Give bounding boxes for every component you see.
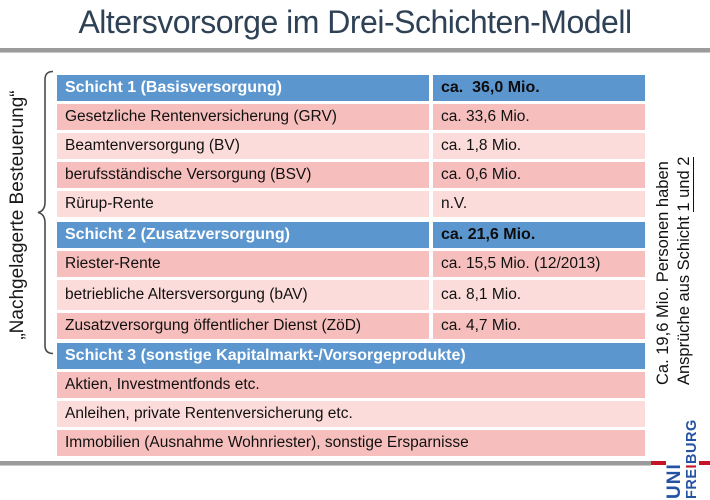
row-value: ca. 8,1 Mio. (433, 280, 645, 310)
row-value: ca. 15,5 Mio. (12/2013) (433, 251, 645, 277)
row-label: Immobilien (Ausnahme Wohnriester), sonst… (57, 430, 645, 456)
row-value: ca. 33,6 Mio. (433, 104, 645, 130)
table-row: Immobilien (Ausnahme Wohnriester), sonst… (57, 430, 645, 456)
row-label: Zusatzversorgung öffentlicher Dienst (Zö… (57, 313, 429, 339)
table-row: Rürup-Rente n.V. (57, 191, 645, 217)
table-row: betriebliche Altersversorgung (bAV) ca. … (57, 280, 645, 310)
logo-uni-text: UNI (663, 463, 685, 499)
row-value: n.V. (433, 191, 645, 217)
section-header-value: ca. 21,6 Mio. (433, 222, 645, 248)
row-value: ca. 0,6 Mio. (433, 162, 645, 188)
footer-rule (0, 461, 651, 466)
section-header-label: Schicht 1 (Basisversorgung) (57, 75, 429, 101)
claims-note: Ca. 19,6 Mio. Personen haben Ansprüche a… (652, 71, 696, 385)
row-label: betriebliche Altersversorgung (bAV) (57, 280, 429, 310)
table-row: Riester-Rente ca. 15,5 Mio. (12/2013) (57, 251, 645, 277)
row-label: berufsständische Versorgung (BSV) (57, 162, 429, 188)
section-header-label: Schicht 3 (sonstige Kapitalmarkt-/Vorsor… (57, 343, 645, 369)
table-row: Gesetzliche Rentenversicherung (GRV) ca.… (57, 104, 645, 130)
row-label: Aktien, Investmentfonds etc. (57, 372, 645, 398)
logo-red-i: I (683, 463, 700, 469)
claims-note-line2: Ansprüche aus Schicht 1 und 2 (675, 156, 694, 385)
table-row: Aktien, Investmentfonds etc. (57, 372, 645, 398)
uni-freiburg-logo: UNI FREIBURG (663, 417, 700, 499)
row-value: ca. 1,8 Mio. (433, 133, 645, 159)
row-label: Anleihen, private Rentenversicherung etc… (57, 401, 645, 427)
section-header-value: ca. 36,0 Mio. (433, 75, 645, 101)
title-underline (0, 48, 710, 53)
table-row: Zusatzversorgung öffentlicher Dienst (Zö… (57, 313, 645, 339)
section-header-label: Schicht 2 (Zusatzversorgung) (57, 222, 429, 248)
logo-freiburg-text: FREIBURG (683, 419, 700, 499)
row-label: Gesetzliche Rentenversicherung (GRV) (57, 104, 429, 130)
brace-icon (37, 70, 54, 355)
three-layer-table: Schicht 1 (Basisversorgung) ca. 36,0 Mio… (57, 75, 645, 459)
section-header-schicht1: Schicht 1 (Basisversorgung) ca. 36,0 Mio… (57, 75, 645, 101)
row-label: Rürup-Rente (57, 191, 429, 217)
table-row: Beamtenversorgung (BV) ca. 1,8 Mio. (57, 133, 645, 159)
page-title: Altersvorsorge im Drei-Schichten-Modell (78, 4, 632, 40)
deferred-taxation-note: „Nachgelagerte Besteuerung“ (7, 90, 28, 340)
logo-red-dash-left (651, 461, 666, 465)
table-row: berufsständische Versorgung (BSV) ca. 0,… (57, 162, 645, 188)
row-value: ca. 4,7 Mio. (433, 313, 645, 339)
underlined-schicht-1-2: 1 und 2 (675, 156, 694, 212)
table-row: Anleihen, private Rentenversicherung etc… (57, 401, 645, 427)
section-header-schicht2: Schicht 2 (Zusatzversorgung) ca. 21,6 Mi… (57, 222, 645, 248)
section-header-schicht3: Schicht 3 (sonstige Kapitalmarkt-/Vorsor… (57, 343, 645, 369)
logo-red-dash-right (699, 461, 710, 465)
row-label: Riester-Rente (57, 251, 429, 277)
row-label: Beamtenversorgung (BV) (57, 133, 429, 159)
claims-note-line1: Ca. 19,6 Mio. Personen haben (654, 161, 672, 385)
